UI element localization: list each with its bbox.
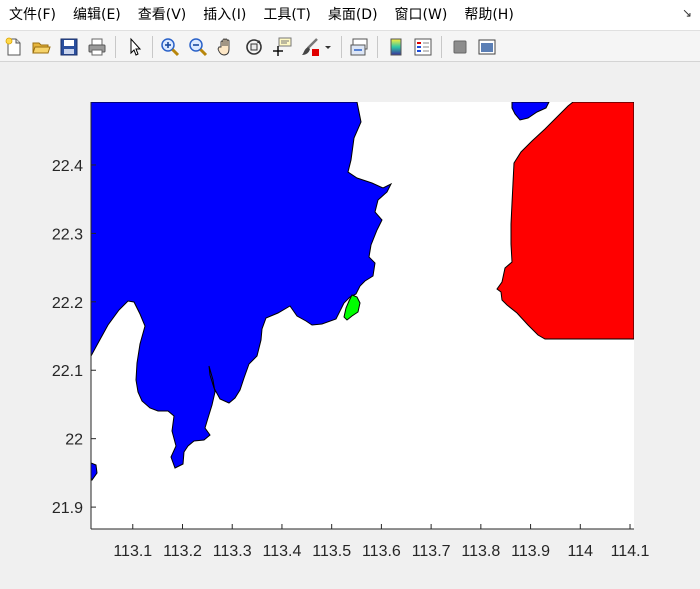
y-tick-label: 22.1 xyxy=(52,363,83,380)
pan-hand-icon[interactable] xyxy=(214,35,238,59)
toolbar-separator xyxy=(115,36,116,58)
data-cursor-icon[interactable] xyxy=(270,35,294,59)
rotate-3d-icon[interactable] xyxy=(242,35,266,59)
menu-edit[interactable]: 编辑(E) xyxy=(72,7,121,23)
link-plot-icon[interactable] xyxy=(347,35,371,59)
x-tick-label: 113.5 xyxy=(312,543,351,560)
figure-toolbar xyxy=(0,30,700,62)
x-tick-label: 113.2 xyxy=(163,543,202,560)
x-tick-label: 113.6 xyxy=(362,543,401,560)
y-tick-label: 22.4 xyxy=(52,158,83,175)
x-tick-group: 113.1 113.2 113.3 113.4 113.5 113.6 113.7 113.8… xyxy=(113,524,650,560)
x-tick-label: 113.9 xyxy=(511,543,550,560)
print-icon[interactable] xyxy=(85,35,109,59)
east-landmass xyxy=(496,102,634,340)
toolbar-separator xyxy=(441,36,442,58)
x-tick-label: 114.1 xyxy=(611,543,650,560)
x-tick-label: 114 xyxy=(568,543,594,560)
x-tick-label: 113.7 xyxy=(412,543,451,560)
left-edge-islet xyxy=(91,462,98,481)
zoom-in-icon[interactable] xyxy=(158,35,182,59)
y-tick-label: 22.2 xyxy=(52,295,83,312)
menu-bar: 文件(F) 编辑(E) 查看(V) 插入(I) 工具(T) 桌面(D) 窗口(W… xyxy=(0,0,700,30)
colorbar-icon[interactable] xyxy=(384,35,408,59)
toolbar-separator xyxy=(341,36,342,58)
x-tick-label: 113.4 xyxy=(263,543,302,560)
new-figure-icon[interactable] xyxy=(2,35,26,59)
x-tick-label: 113.3 xyxy=(213,543,252,560)
brush-dropdown-icon[interactable] xyxy=(322,35,334,59)
y-tick-label: 21.9 xyxy=(52,500,83,517)
menu-window[interactable]: 窗口(W) xyxy=(394,7,448,23)
show-plot-tools-icon[interactable] xyxy=(475,35,499,59)
zoom-out-icon[interactable] xyxy=(186,35,210,59)
toolbar-separator xyxy=(152,36,153,58)
hide-plot-tools-icon[interactable] xyxy=(448,35,472,59)
x-tick-label: 113.1 xyxy=(113,543,152,560)
menu-tools[interactable]: 工具(T) xyxy=(263,7,311,23)
x-tick-label: 113.8 xyxy=(461,543,500,560)
y-tick-label: 22.3 xyxy=(52,226,83,243)
dock-arrow-icon[interactable]: ↘ xyxy=(681,6,692,20)
toolbar-separator xyxy=(377,36,378,58)
brush-icon[interactable] xyxy=(298,35,322,59)
y-tick-label: 22 xyxy=(65,432,83,449)
menu-desktop[interactable]: 桌面(D) xyxy=(327,7,378,23)
save-icon[interactable] xyxy=(57,35,81,59)
menu-view[interactable]: 查看(V) xyxy=(137,7,187,23)
menu-insert[interactable]: 插入(I) xyxy=(203,7,247,23)
y-tick-group: 21.9 22 22.1 22.2 22.3 22.4 xyxy=(52,158,96,517)
west-landmass xyxy=(91,102,393,469)
small-island xyxy=(343,294,361,321)
north-islet xyxy=(511,102,550,121)
legend-icon[interactable] xyxy=(411,35,435,59)
map-plot: 113.1 113.2 113.3 113.4 113.5 113.6 113.7 113.8… xyxy=(52,102,650,560)
menu-help[interactable]: 帮助(H) xyxy=(464,7,514,23)
open-file-icon[interactable] xyxy=(29,35,53,59)
figure-canvas: 113.1 113.2 113.3 113.4 113.5 113.6 113.7 113.8… xyxy=(0,62,700,589)
pointer-icon[interactable] xyxy=(123,35,147,59)
menu-file[interactable]: 文件(F) xyxy=(9,7,56,23)
